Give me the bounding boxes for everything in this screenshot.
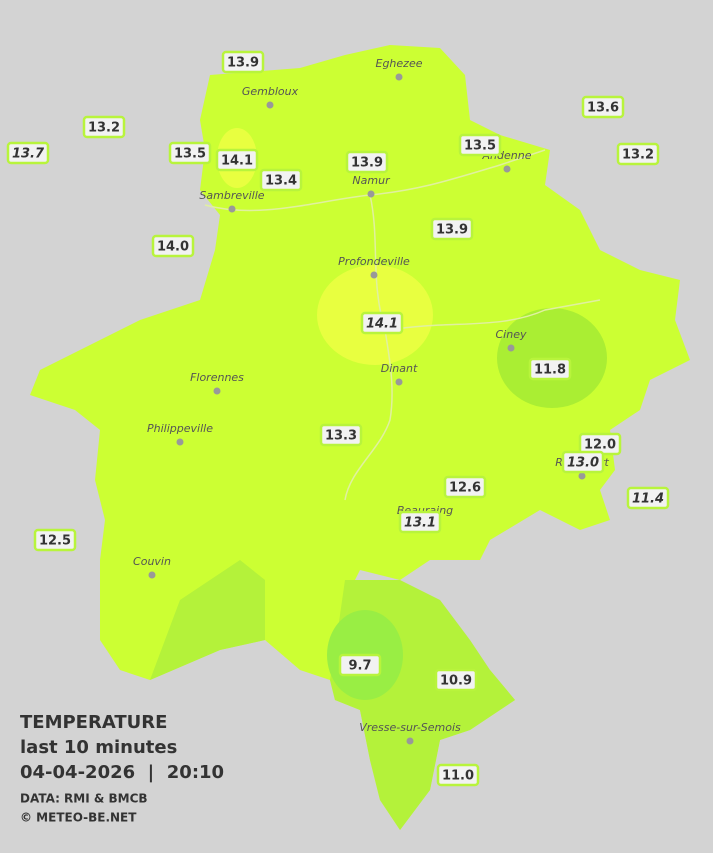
station-box xyxy=(221,50,265,74)
station-value: 13.9 xyxy=(351,156,383,171)
station-value: 13.2 xyxy=(622,148,654,163)
station-value: 13.6 xyxy=(587,101,619,116)
station-value: 13.1 xyxy=(404,516,436,531)
station-value: 13.9 xyxy=(227,56,259,71)
station-box xyxy=(345,150,389,174)
station-box xyxy=(338,653,382,677)
town-dot xyxy=(578,472,586,480)
station-value: 13.4 xyxy=(265,174,297,189)
legend-period: last 10 minutes xyxy=(20,737,177,758)
town-label: Gembloux xyxy=(242,85,299,98)
town-dot xyxy=(395,378,403,386)
town-dot xyxy=(503,165,511,173)
station-box xyxy=(626,486,670,510)
station-box xyxy=(319,423,363,447)
station-box xyxy=(151,234,195,258)
station-box xyxy=(458,133,502,157)
legend-title: TEMPERATURE xyxy=(20,712,167,733)
town-label: Philippeville xyxy=(147,422,213,435)
cool-zone xyxy=(150,560,265,680)
station-value: 9.7 xyxy=(348,659,371,674)
town-label: Eghezee xyxy=(376,57,423,70)
legend-datetime: 04-04-2026 | 20:10 xyxy=(20,762,224,783)
town-label: Vresse-sur-Semois xyxy=(359,721,461,734)
town-label: Dinant xyxy=(381,362,418,375)
station-value: 11.4 xyxy=(632,492,664,507)
station-box xyxy=(581,95,625,119)
station-value: 13.7 xyxy=(12,147,45,162)
town-label: Namur xyxy=(352,174,391,187)
station-box xyxy=(215,148,259,172)
station-value: 14.1 xyxy=(366,317,398,332)
station-value: 12.0 xyxy=(584,438,616,453)
station-value: 12.6 xyxy=(449,481,481,496)
town-dot xyxy=(367,190,375,198)
legend-source: DATA: RMI & BMCB xyxy=(20,792,148,806)
station-box xyxy=(561,450,605,474)
station-value: 13.3 xyxy=(325,429,357,444)
station-value: 13.0 xyxy=(567,456,599,471)
town-dot xyxy=(213,387,221,395)
station-value: 11.8 xyxy=(534,363,566,378)
station-value: 14.1 xyxy=(221,154,253,169)
station-box xyxy=(436,763,480,787)
station-box xyxy=(616,142,660,166)
town-dot xyxy=(507,344,515,352)
town-dot xyxy=(228,205,236,213)
station-box xyxy=(528,357,572,381)
station-value: 10.9 xyxy=(440,674,472,689)
station-box xyxy=(398,510,442,534)
town-label: Sambreville xyxy=(199,189,264,202)
station-box xyxy=(443,475,487,499)
station-box xyxy=(259,168,303,192)
station-value: 13.5 xyxy=(174,147,206,162)
town-dot xyxy=(395,73,403,81)
station-box xyxy=(82,115,126,139)
station-value: 14.0 xyxy=(157,240,189,255)
station-value: 11.0 xyxy=(442,769,474,784)
station-box xyxy=(360,311,404,335)
station-box xyxy=(434,668,478,692)
station-value: 13.2 xyxy=(88,121,120,136)
station-value: 13.9 xyxy=(436,223,468,238)
station-box xyxy=(6,141,50,165)
station-box xyxy=(33,528,77,552)
town-label: Profondeville xyxy=(338,255,410,268)
station-box xyxy=(168,141,212,165)
station-value: 12.5 xyxy=(39,534,71,549)
station-value: 13.5 xyxy=(464,139,496,154)
town-label: Couvin xyxy=(133,555,171,568)
station-box xyxy=(430,217,474,241)
town-dot xyxy=(406,737,414,745)
town-dot xyxy=(148,571,156,579)
town-label: Ciney xyxy=(496,328,527,341)
town-dot xyxy=(266,101,274,109)
town-label: Florennes xyxy=(190,371,244,384)
town-dot xyxy=(370,271,378,279)
town-dot xyxy=(176,438,184,446)
legend: TEMPERATURE last 10 minutes 04-04-2026 |… xyxy=(20,712,224,825)
legend-copyright: © METEO-BE.NET xyxy=(20,811,137,825)
